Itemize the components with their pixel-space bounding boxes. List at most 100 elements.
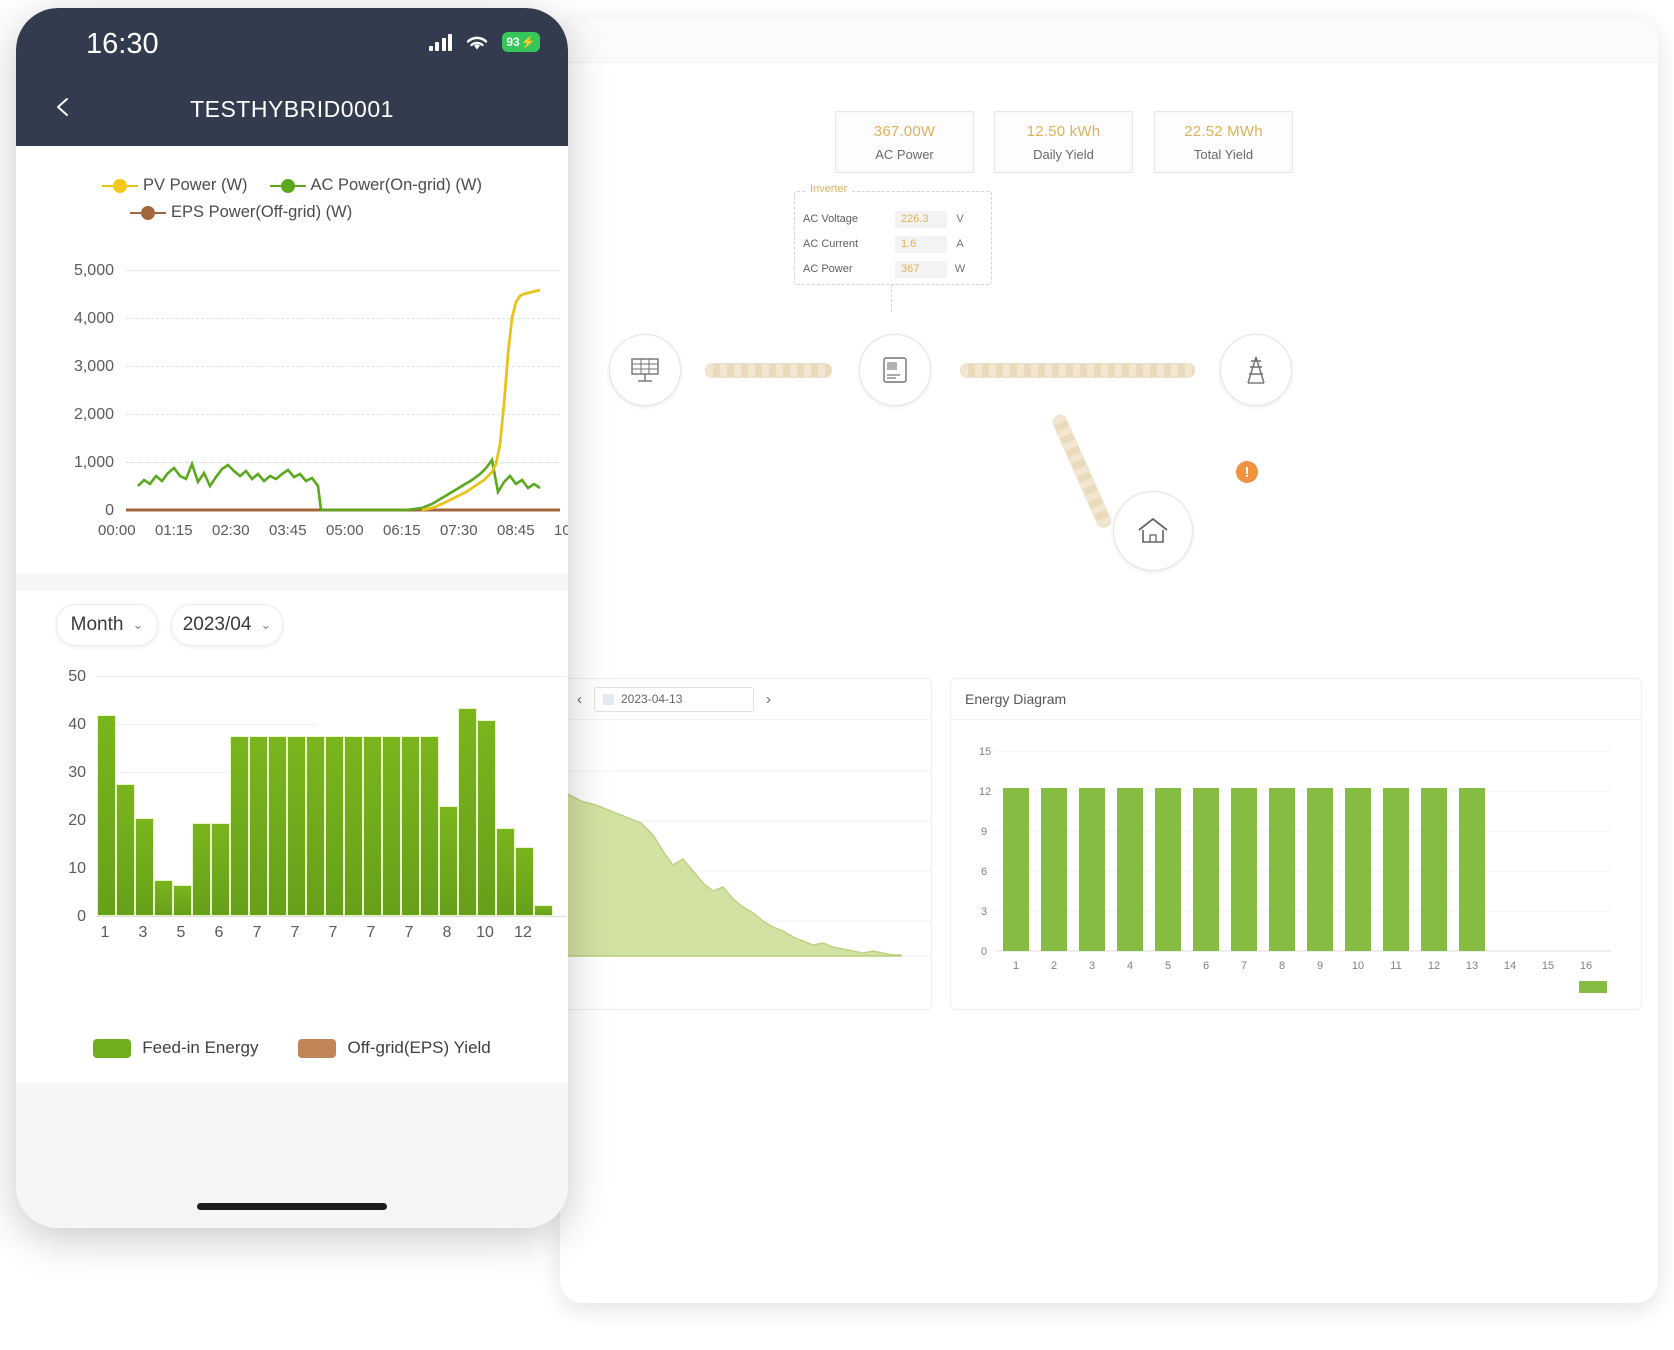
legend-item-pv-power[interactable]: PV Power (W): [102, 176, 248, 195]
metric-card-total-yield[interactable]: 22.52 MWh Total Yield: [1154, 111, 1293, 173]
svg-text:2: 2: [1051, 960, 1057, 972]
svg-text:1: 1: [1013, 960, 1019, 972]
bar[interactable]: [249, 736, 268, 916]
date-value: 2023-04-13: [621, 692, 683, 706]
warning-badge-icon[interactable]: !: [1236, 461, 1258, 483]
bar[interactable]: [420, 736, 439, 916]
prev-date-button[interactable]: ‹: [577, 690, 582, 708]
x-tick-label: 10: [476, 924, 494, 941]
bar[interactable]: [306, 736, 325, 916]
date-selector[interactable]: 2023/04 ⌄: [171, 604, 283, 646]
bar[interactable]: [439, 806, 458, 916]
flow-node-grid-tower[interactable]: [1220, 334, 1292, 406]
battery-level: 93: [506, 35, 520, 49]
legend-marker: [130, 205, 166, 220]
bar[interactable]: [116, 784, 135, 916]
energy-diagram-header: Energy Diagram: [951, 679, 1641, 720]
signal-bars-icon: [428, 33, 452, 51]
legend-label: EPS Power(Off-grid) (W): [171, 203, 353, 221]
legend-swatch: [298, 1038, 337, 1058]
x-axis-line: [96, 916, 566, 917]
svg-text:6: 6: [1203, 960, 1209, 972]
bar[interactable]: [97, 715, 116, 916]
x-tick-label: 05:00: [326, 522, 364, 539]
date-picker-input[interactable]: 2023-04-13: [594, 686, 754, 712]
daily-power-area-chart: [560, 770, 931, 957]
tablet-top-strip: [560, 18, 1658, 63]
svg-text:12: 12: [979, 786, 991, 798]
flow-line-pv-to-inverter: [705, 363, 832, 378]
legend-label: AC Power(On-grid) (W): [310, 176, 482, 194]
legend-item-eps-power-offgrid[interactable]: EPS Power(Off-grid) (W): [40, 203, 544, 222]
solar-panel-icon: [631, 358, 659, 382]
metric-card-ac-power[interactable]: 367.00W AC Power: [835, 111, 974, 173]
bar[interactable]: [382, 736, 401, 916]
bar[interactable]: [496, 828, 515, 916]
legend-item-feed-in-energy[interactable]: Feed-in Energy: [93, 1038, 258, 1058]
tablet-window: 367.00W AC Power 12.50 kWh Daily Yield 2…: [560, 18, 1658, 1303]
bar[interactable]: [173, 885, 192, 916]
metric-card-daily-yield[interactable]: 12.50 kWh Daily Yield: [994, 111, 1133, 173]
legend-label: PV Power (W): [143, 176, 248, 194]
home-icon: [1138, 517, 1168, 543]
x-tick-label: 7: [366, 924, 376, 941]
bar[interactable]: [458, 708, 477, 916]
x-tick-label: 03:45: [269, 522, 307, 539]
flow-node-solar-panel[interactable]: [609, 334, 681, 406]
inverter-row-name: AC Current: [803, 238, 859, 250]
bar[interactable]: [211, 823, 230, 916]
tablet-content: 367.00W AC Power 12.50 kWh Daily Yield 2…: [560, 18, 1658, 1303]
period-selector[interactable]: Month ⌄: [56, 604, 158, 646]
x-tick-label: 7: [328, 924, 338, 941]
x-tick-label: 07:30: [440, 522, 478, 539]
bar[interactable]: [230, 736, 249, 916]
legend-item-offgrid-eps-yield[interactable]: Off-grid(EPS) Yield: [298, 1038, 491, 1058]
svg-text:15: 15: [1542, 960, 1554, 972]
flow-node-inverter[interactable]: [859, 334, 931, 406]
period-selector-label: Month: [70, 614, 124, 635]
bar[interactable]: [325, 736, 344, 916]
next-date-button[interactable]: ›: [766, 690, 771, 708]
home-indicator[interactable]: [197, 1203, 387, 1210]
svg-text:8: 8: [1279, 960, 1285, 972]
legend-label: Off-grid(EPS) Yield: [347, 1038, 491, 1057]
x-tick-label: 01:15: [155, 522, 193, 539]
svg-text:16: 16: [1580, 960, 1592, 972]
bar[interactable]: [344, 736, 363, 916]
y-tick-label: 4,000: [73, 310, 114, 327]
inverter-row-name: AC Power: [803, 263, 853, 275]
bar[interactable]: [154, 880, 173, 916]
inverter-row-ac-voltage: AC Voltage 226.3 V: [803, 209, 983, 229]
gridline: [126, 318, 560, 320]
inverter-row-unit: A: [956, 238, 964, 250]
x-tick-label: 08:45: [497, 522, 535, 539]
metric-label: Total Yield: [1193, 146, 1254, 162]
x-tick-label: 7: [290, 924, 300, 941]
bar-chart-legend: Feed-in Energy Off-grid(EPS) Yield: [16, 1038, 568, 1058]
bar[interactable]: [192, 823, 211, 916]
svg-text:3: 3: [981, 906, 987, 918]
legend-marker: [269, 178, 306, 193]
phone-status-bar: 16:30 93 ⚡ TESTHYBRID0001: [16, 8, 568, 146]
inverter-leader-line: [891, 284, 893, 312]
bar-plot-area: [96, 676, 558, 916]
bar[interactable]: [477, 720, 496, 916]
bar[interactable]: [268, 736, 287, 916]
back-chevron-icon[interactable]: [52, 96, 74, 118]
bar[interactable]: [135, 818, 154, 916]
svg-text:12: 12: [1428, 960, 1440, 972]
flow-node-home[interactable]: [1113, 491, 1193, 571]
inverter-row-unit: W: [954, 263, 966, 275]
gridline: [96, 676, 566, 677]
legend-item-ac-power-ongrid[interactable]: AC Power(On-grid) (W): [269, 176, 482, 195]
bar[interactable]: [363, 736, 382, 916]
flow-line-to-home: [1050, 412, 1114, 531]
inverter-title: Inverter: [805, 183, 853, 195]
svg-text:9: 9: [1317, 960, 1323, 972]
bar[interactable]: [287, 736, 306, 916]
bar[interactable]: [401, 736, 420, 916]
bar[interactable]: [534, 905, 553, 916]
bar[interactable]: [515, 847, 534, 916]
energy-diagram-title: Energy Diagram: [965, 691, 1067, 707]
gridline: [126, 462, 560, 464]
